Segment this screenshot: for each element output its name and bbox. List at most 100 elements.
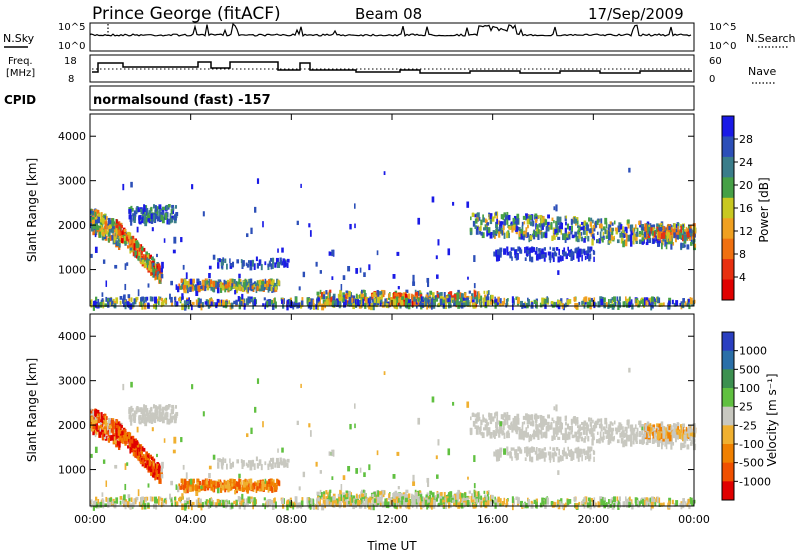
- power-cell: [573, 217, 576, 224]
- power-cell: [540, 253, 544, 259]
- power-cell: [143, 217, 146, 224]
- power-cell: [442, 299, 446, 304]
- power-cell: [230, 279, 232, 286]
- power-cell: [554, 252, 558, 257]
- velocity-cell: [337, 493, 341, 498]
- velocity-cell: [562, 451, 565, 457]
- velocity-cell: [275, 457, 279, 464]
- velocity-cell: [224, 458, 227, 464]
- velocity-cell: [618, 422, 621, 426]
- velocity-cell: [474, 425, 477, 429]
- power-cell: [238, 273, 241, 279]
- velocity-cell: [590, 430, 594, 437]
- velocity-cell: [282, 458, 285, 463]
- power-cell: [670, 225, 673, 229]
- power-cell: [555, 247, 559, 251]
- velocity-cell: [533, 434, 536, 440]
- nsearch-tick-bottom: 10^0: [709, 41, 736, 52]
- power-cell: [268, 284, 271, 291]
- power-cell: [350, 294, 353, 299]
- power-cell: [267, 283, 270, 288]
- velocity-cell: [682, 427, 685, 434]
- velocity-cell: [281, 461, 284, 466]
- power-cell: [319, 270, 322, 274]
- velocity-cell: [664, 439, 666, 447]
- power-cell: [242, 260, 245, 267]
- power-cell: [548, 225, 551, 230]
- velocity-cell: [622, 433, 625, 438]
- power-cell: [277, 261, 281, 268]
- power-cell: [549, 246, 552, 250]
- power-cell: [373, 291, 376, 297]
- power-cell: [556, 216, 559, 223]
- freq-unit-label: [MHz]: [6, 68, 35, 79]
- velocity-cell: [248, 487, 251, 491]
- power-cell: [396, 293, 400, 297]
- velocity-cell: [472, 420, 476, 427]
- velocity-cell: [657, 431, 661, 438]
- power-cell: [173, 236, 177, 244]
- velocity-cell: [527, 424, 529, 429]
- power-cell: [590, 230, 594, 237]
- power-cell: [152, 204, 156, 209]
- power-cell: [104, 215, 107, 220]
- nave-tick-bottom: 0: [709, 74, 715, 85]
- velocity-cell: [527, 415, 531, 420]
- velocity-cell: [250, 460, 254, 466]
- velocity-cell: [127, 436, 130, 441]
- velocity-cell: [345, 490, 349, 495]
- power-cell: [195, 299, 198, 306]
- power-cell: [163, 238, 166, 243]
- power-cell: [583, 220, 587, 226]
- power-cell: [170, 218, 174, 223]
- power-cell: [597, 239, 600, 243]
- velocity-cell: [528, 417, 531, 425]
- power-cell: [212, 254, 216, 260]
- velocity-cell: [287, 458, 290, 463]
- power-cell: [499, 221, 503, 227]
- power-cell: [206, 282, 209, 288]
- y-tick-label: 2000: [58, 219, 86, 232]
- power-cell: [634, 224, 637, 230]
- power-cell: [660, 233, 664, 240]
- velocity-cell: [115, 432, 119, 438]
- power-cell: [547, 214, 550, 219]
- power-cell: [258, 282, 261, 289]
- velocity-cell: [630, 440, 633, 447]
- power-cell: [94, 246, 98, 253]
- power-cell: [494, 299, 497, 305]
- velocity-cell: [286, 462, 289, 468]
- velocity-cell: [265, 481, 268, 488]
- power-cell: [427, 302, 430, 307]
- cpid-label: CPID: [4, 93, 36, 107]
- power-cell: [247, 283, 250, 290]
- velocity-cell: [224, 484, 228, 489]
- power-cell: [563, 233, 567, 240]
- velocity-cell: [166, 417, 169, 425]
- velocity-cell: [172, 407, 175, 411]
- power-cell: [455, 299, 458, 305]
- power-cell: [111, 228, 114, 234]
- velocity-cell: [143, 405, 146, 412]
- power-cell: [588, 229, 591, 233]
- velocity-cell: [260, 463, 263, 471]
- power-cell: [484, 301, 487, 306]
- velocity-cell: [558, 448, 561, 456]
- power-cell: [641, 237, 645, 242]
- velocity-cell: [495, 450, 498, 458]
- power-cell: [101, 216, 104, 223]
- velocity-cell: [128, 408, 131, 414]
- power-cell: [572, 251, 575, 256]
- power-cell: [678, 230, 682, 237]
- power-cell: [205, 299, 208, 303]
- velocity-cell: [601, 438, 604, 443]
- velocity-cell: [665, 430, 669, 436]
- velocity-cell: [575, 436, 579, 442]
- power-cell: [448, 295, 451, 303]
- velocity-cell: [575, 421, 577, 426]
- velocity-cell: [614, 427, 618, 432]
- velocity-cell: [131, 443, 135, 448]
- power-cell: [638, 301, 641, 306]
- velocity-cell: [646, 436, 649, 443]
